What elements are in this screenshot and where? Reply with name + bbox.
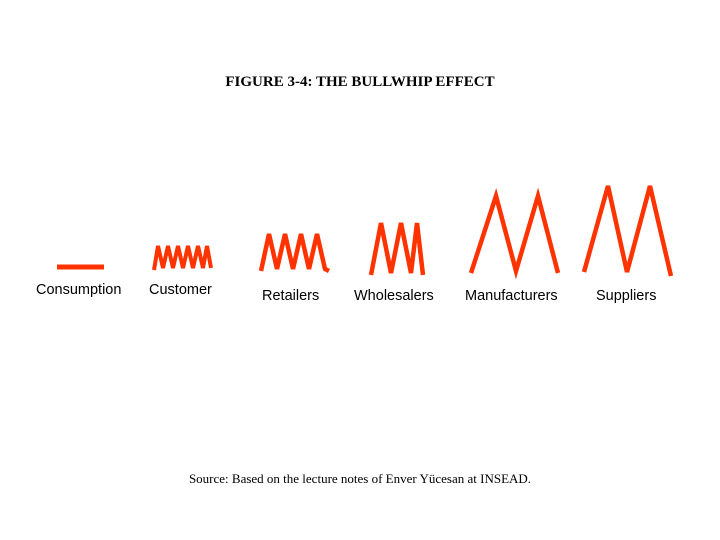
stage-label-suppliers: Suppliers <box>596 288 657 304</box>
suppliers-wave <box>581 185 674 277</box>
figure-title: FIGURE 3-4: THE BULLWHIP EFFECT <box>225 74 495 90</box>
stage-label-consumption: Consumption <box>36 282 122 298</box>
wholesalers-wave <box>368 222 426 276</box>
stage-label-retailers: Retailers <box>262 288 320 304</box>
manufacturers-wave <box>468 187 561 280</box>
stage-label-manufacturers: Manufacturers <box>465 288 558 304</box>
customer-wave <box>152 245 213 271</box>
retailers-wave <box>258 233 331 274</box>
source-note: Source: Based on the lecture notes of En… <box>188 471 532 486</box>
stage-label-customer: Customer <box>149 282 212 298</box>
stage-label-wholesalers: Wholesalers <box>354 288 434 304</box>
